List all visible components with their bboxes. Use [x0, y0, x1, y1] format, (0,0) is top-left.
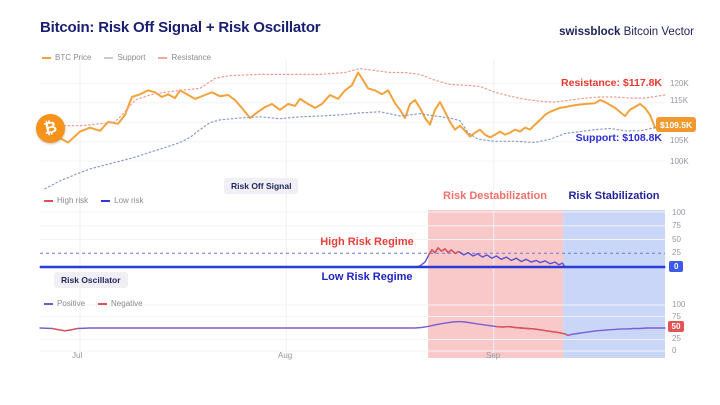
price-chart-legend: BTC Price Support Resistance — [42, 53, 211, 62]
support-dash-icon — [104, 56, 114, 59]
signal-axis-tick: 25 — [672, 248, 681, 257]
support-annotation: Support: $108.8K — [575, 132, 662, 144]
legend-label: Negative — [111, 299, 143, 308]
risk-off-signal-badge: Risk Off Signal — [224, 178, 299, 194]
high-risk-regime-label: High Risk Regime — [320, 236, 414, 248]
negative-dash-icon — [98, 302, 108, 305]
positive-dash-icon — [44, 302, 53, 305]
legend-item-low-risk[interactable]: Low risk — [101, 196, 143, 205]
legend-item-negative[interactable]: Negative — [98, 299, 143, 308]
month-label: Aug — [278, 351, 293, 360]
month-label: Sep — [486, 351, 501, 360]
legend-label: BTC Price — [55, 53, 92, 62]
legend-item-positive[interactable]: Positive — [44, 299, 85, 308]
oscillator-value-badge: 50 — [668, 321, 684, 332]
brand-logo: swissblock Bitcoin Vector — [559, 26, 694, 38]
oscillator-chart-legend: Positive Negative — [44, 299, 143, 308]
legend-item-resistance[interactable]: Resistance — [158, 53, 211, 62]
oscillator-axis-tick: 25 — [672, 334, 681, 343]
legend-item-btc-price[interactable]: BTC Price — [42, 53, 91, 62]
legend-label: Positive — [57, 299, 86, 308]
signal-chart-legend: High risk Low risk — [44, 196, 143, 205]
btc-price-dash-icon — [42, 56, 51, 59]
signal-axis-tick: 50 — [672, 235, 681, 244]
legend-item-support[interactable]: Support — [104, 53, 145, 62]
low-risk-dash-icon — [101, 199, 111, 202]
legend-label: Support — [117, 53, 146, 62]
oscillator-axis-tick: 75 — [672, 312, 681, 321]
legend-item-high-risk[interactable]: High risk — [44, 196, 88, 205]
oscillator-axis-tick: 0 — [672, 346, 677, 355]
high-risk-dash-icon — [44, 199, 53, 202]
last-price-badge: $109.5K — [656, 117, 697, 132]
region-label-destabilization: Risk Destabilization — [443, 190, 547, 202]
price-axis-tick: 105K — [670, 136, 689, 145]
price-axis-tick: 120K — [670, 79, 689, 88]
month-label: Jul — [72, 351, 83, 360]
oscillator-axis-tick: 100 — [672, 300, 686, 309]
legend-label: Resistance — [171, 53, 212, 62]
legend-label: High risk — [57, 196, 89, 205]
price-axis-tick: 115K — [670, 96, 689, 105]
price-axis-tick: 100K — [670, 157, 689, 166]
brand-name: swissblock — [559, 26, 621, 38]
brand-product: Bitcoin Vector — [623, 26, 694, 38]
low-risk-regime-label: Low Risk Regime — [321, 271, 413, 283]
risk-oscillator-badge: Risk Oscillator — [54, 272, 128, 288]
resistance-annotation: Resistance: $117.8K — [561, 77, 662, 89]
resistance-dash-icon — [158, 56, 168, 59]
region-label-stabilization: Risk Stabilization — [568, 190, 660, 202]
signal-axis-tick: 75 — [672, 221, 681, 230]
page-title: Bitcoin: Risk Off Signal + Risk Oscillat… — [40, 19, 321, 36]
signal-value-badge: 0 — [669, 261, 684, 272]
legend-label: Low risk — [114, 196, 144, 205]
signal-axis-tick: 100 — [672, 208, 686, 217]
